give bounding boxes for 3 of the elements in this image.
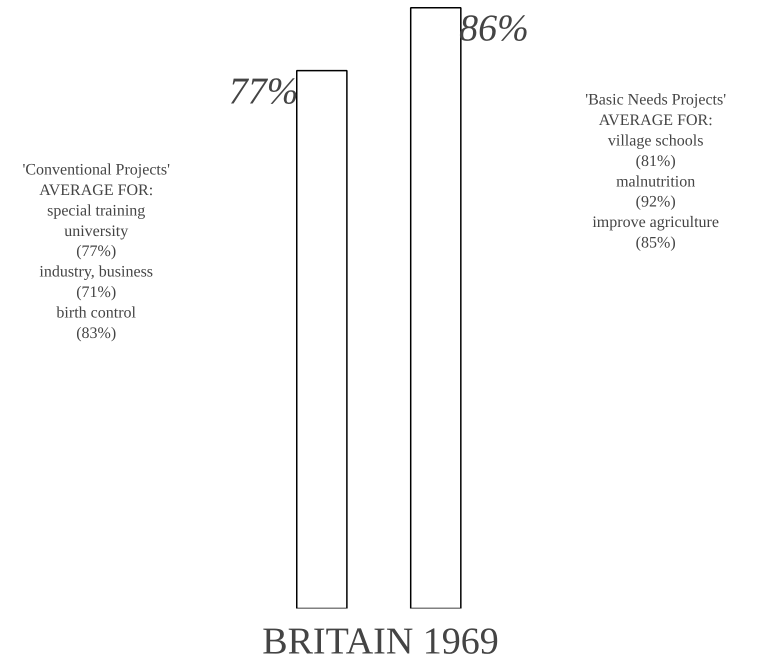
text: 'Conventional Projects' AVERAGE FOR: special training university (77%) industry, business (71%) birth control (83%)	[22, 162, 170, 342]
x-axis-title: BRITAIN 1969	[262, 620, 499, 662]
text: 'Basic Needs Projects' AVERAGE FOR: village schools (81%) malnutrition (92%) improve agriculture (85%)	[585, 92, 726, 252]
